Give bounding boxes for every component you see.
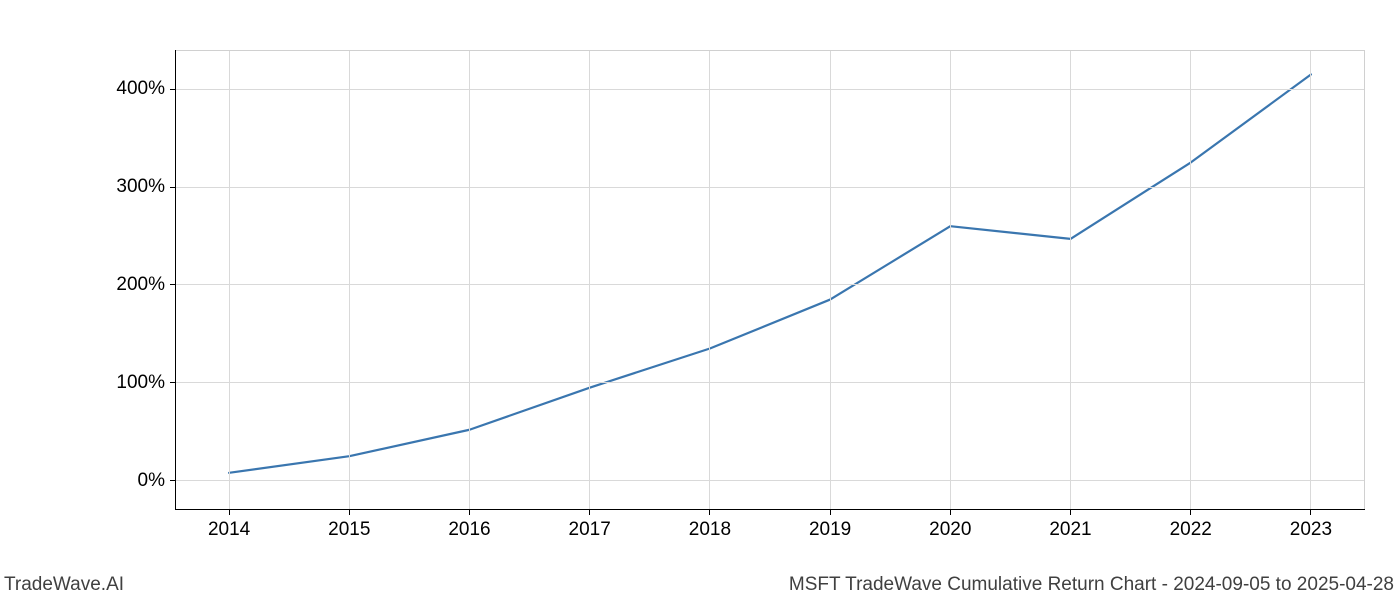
y-tick-label: 200%: [110, 274, 165, 296]
x-grid-line: [950, 50, 951, 510]
x-grid-line: [229, 50, 230, 510]
y-tick-label: 0%: [110, 470, 165, 492]
line-series: [229, 74, 1311, 472]
x-tick-label: 2015: [328, 519, 370, 541]
x-tick-label: 2023: [1290, 519, 1332, 541]
y-axis-line: [175, 50, 176, 510]
footer-brand: TradeWave.AI: [4, 574, 124, 596]
x-tick-label: 2021: [1049, 519, 1091, 541]
x-tick-label: 2016: [448, 519, 490, 541]
x-tick: [709, 510, 710, 515]
x-tick: [229, 510, 230, 515]
x-grid-line: [589, 50, 590, 510]
footer-caption: MSFT TradeWave Cumulative Return Chart -…: [789, 574, 1394, 596]
y-tick-label: 100%: [110, 372, 165, 394]
x-tick: [1310, 510, 1311, 515]
y-grid-line: [175, 382, 1365, 383]
x-tick: [349, 510, 350, 515]
x-tick-label: 2018: [689, 519, 731, 541]
x-grid-line: [1310, 50, 1311, 510]
y-grid-line: [175, 284, 1365, 285]
x-tick-label: 2014: [208, 519, 250, 541]
x-tick: [1190, 510, 1191, 515]
x-tick-label: 2020: [929, 519, 971, 541]
x-tick: [830, 510, 831, 515]
x-tick-label: 2022: [1170, 519, 1212, 541]
y-grid-line: [175, 480, 1365, 481]
y-grid-line: [175, 187, 1365, 188]
x-tick-label: 2017: [569, 519, 611, 541]
x-grid-line: [1190, 50, 1191, 510]
x-tick: [469, 510, 470, 515]
x-grid-line: [349, 50, 350, 510]
x-tick: [589, 510, 590, 515]
x-grid-line: [830, 50, 831, 510]
plot-border-right: [1364, 50, 1365, 510]
y-grid-line: [175, 89, 1365, 90]
x-grid-line: [469, 50, 470, 510]
y-tick-label: 300%: [110, 176, 165, 198]
x-tick-label: 2019: [809, 519, 851, 541]
x-grid-line: [1070, 50, 1071, 510]
x-tick: [950, 510, 951, 515]
x-grid-line: [709, 50, 710, 510]
chart-container: TradeWave.AI MSFT TradeWave Cumulative R…: [0, 0, 1400, 600]
x-tick: [1070, 510, 1071, 515]
y-tick-label: 400%: [110, 78, 165, 100]
plot-border-top: [175, 50, 1365, 51]
x-axis-line: [175, 509, 1365, 510]
